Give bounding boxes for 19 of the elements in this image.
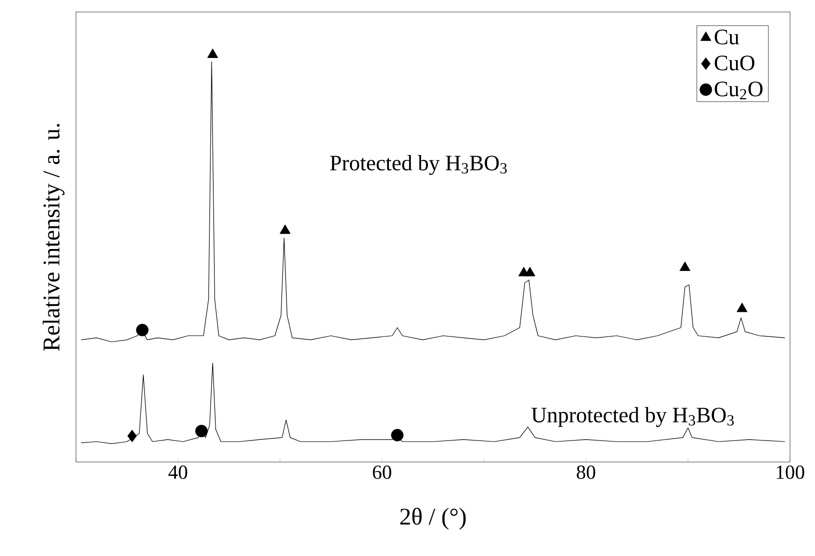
x-tick-label: 100: [776, 466, 804, 479]
x-tick-label: 40: [168, 466, 188, 479]
point: [736, 302, 748, 312]
legend-label: Cu$_{2}$O: [714, 82, 763, 100]
x-axis-title: 2θ / (°): [400, 508, 466, 530]
annotation: Unprotected by H$_{3}$BO$_{3}$: [531, 407, 734, 427]
legend-label: CuO: [714, 56, 754, 70]
annotation: Protected by H$_{3}$BO$_{3}$: [330, 155, 507, 175]
y-axis-title: Relative intensity / a. u.: [42, 124, 64, 351]
point: [195, 424, 208, 438]
x-tick-label: 80: [576, 466, 596, 479]
point: [524, 266, 536, 276]
point: [680, 262, 690, 271]
legend-label: Cu: [714, 30, 740, 44]
point: [391, 428, 404, 442]
point: [280, 224, 290, 234]
point: [127, 430, 137, 442]
x-tick-label: 60: [372, 466, 392, 479]
point: [136, 324, 148, 336]
